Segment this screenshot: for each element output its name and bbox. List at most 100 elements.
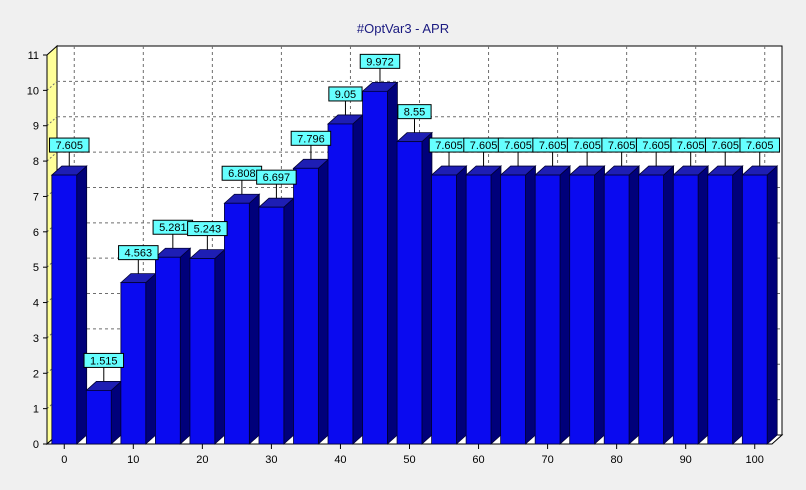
data-label: 5.281 (152, 219, 194, 249)
bar (50, 165, 88, 445)
data-label-text: 9.972 (366, 56, 394, 68)
x-tick-label: 40 (334, 454, 346, 466)
bar (326, 114, 364, 445)
data-label-text: 6.808 (228, 168, 256, 180)
bar (603, 165, 641, 445)
bar-front (534, 174, 561, 445)
bar (154, 247, 192, 445)
bar (119, 272, 157, 445)
bar-side (456, 165, 467, 445)
bar (568, 165, 606, 445)
data-label-text: 8.55 (404, 107, 425, 119)
bar-side (387, 81, 398, 445)
data-label-text: 1.515 (90, 355, 118, 367)
bar-front (362, 90, 388, 445)
data-label-box (118, 245, 159, 261)
data-label-text: 9.05 (335, 89, 356, 101)
bar-side (214, 248, 226, 445)
bar (672, 165, 710, 445)
bar-front (189, 258, 216, 445)
bar-side (317, 158, 329, 445)
bar-front (155, 256, 181, 445)
x-tick-label: 0 (61, 454, 67, 466)
bar-front (396, 141, 423, 445)
y-tick-label: 6 (33, 227, 39, 239)
data-label: 9.05 (328, 86, 363, 115)
x-tick-label: 70 (541, 454, 553, 466)
y-tick-label: 11 (28, 50, 39, 62)
y-tick-label: 7 (33, 191, 39, 203)
data-label-text: 7.796 (297, 133, 325, 145)
bar-front (327, 123, 354, 445)
data-label-text: 7.605 (746, 140, 774, 152)
data-label: 7.605 (601, 137, 642, 167)
bar-front (638, 174, 664, 445)
data-label-text: 5.281 (159, 222, 187, 234)
x-tick-label: 60 (472, 454, 484, 466)
y-tick-label: 8 (33, 156, 39, 168)
data-label-text: 5.243 (194, 224, 222, 236)
bar (85, 380, 123, 445)
data-label: 1.515 (83, 352, 125, 382)
bars (50, 81, 779, 445)
x-tick-label: 100 (746, 454, 764, 466)
bar-front (707, 174, 734, 445)
bar-front (741, 174, 768, 445)
data-label: 7.605 (49, 137, 90, 167)
bar-side (352, 114, 364, 445)
y-tick-label: 4 (33, 298, 39, 310)
bar-front (224, 202, 250, 445)
data-label: 7.605 (497, 137, 539, 167)
bar (257, 197, 295, 445)
bar (396, 131, 433, 445)
bar-side (145, 272, 157, 445)
data-label: 5.243 (187, 221, 228, 250)
data-label: 7.605 (739, 137, 780, 167)
data-label: 7.605 (532, 137, 573, 167)
bar (741, 165, 779, 445)
x-tick-label: 10 (127, 454, 139, 466)
bar-side (421, 131, 433, 445)
bar-front (258, 206, 285, 445)
data-label-box (739, 137, 780, 153)
data-label: 6.697 (256, 169, 297, 199)
bar (499, 165, 537, 445)
y-tick-label: 0 (33, 439, 39, 451)
data-label-text: 7.605 (470, 140, 498, 152)
data-label-text: 4.563 (125, 248, 153, 260)
data-label-box (187, 221, 228, 237)
bar (465, 165, 503, 445)
x-tick-label: 80 (611, 454, 623, 466)
bar (188, 248, 226, 445)
bar-side (248, 193, 260, 445)
data-label-text: 7.605 (642, 140, 670, 152)
data-label-box (49, 137, 90, 153)
data-label-text: 7.605 (608, 140, 636, 152)
data-label-text: 7.605 (573, 140, 601, 152)
bar-side (179, 247, 191, 445)
bar-side (594, 165, 605, 445)
data-label: 9.972 (359, 53, 401, 83)
bar-side (490, 165, 502, 445)
bar-side (559, 165, 571, 445)
data-label: 7.605 (566, 137, 608, 167)
data-label: 7.796 (290, 130, 332, 160)
data-label-text: 7.605 (435, 140, 463, 152)
data-label-text: 7.605 (711, 140, 739, 152)
bar-front (120, 282, 147, 445)
data-label: 7.605 (704, 137, 746, 167)
bar-side (110, 380, 122, 445)
bar-side (697, 165, 709, 445)
bar-side (663, 165, 674, 445)
data-label-box (397, 104, 432, 120)
bar (637, 165, 675, 445)
data-label-text: 7.605 (539, 140, 567, 152)
x-tick-label: 50 (403, 454, 415, 466)
bar-side (525, 165, 536, 445)
x-tick-labels: 0 10 20 30 40 50 60 70 80 90 100 (61, 444, 764, 466)
y-tick-label: 1 (33, 404, 39, 416)
bar-front (672, 174, 699, 445)
bar-front (465, 174, 492, 445)
bar-side (283, 197, 295, 445)
data-label-box (359, 53, 401, 69)
